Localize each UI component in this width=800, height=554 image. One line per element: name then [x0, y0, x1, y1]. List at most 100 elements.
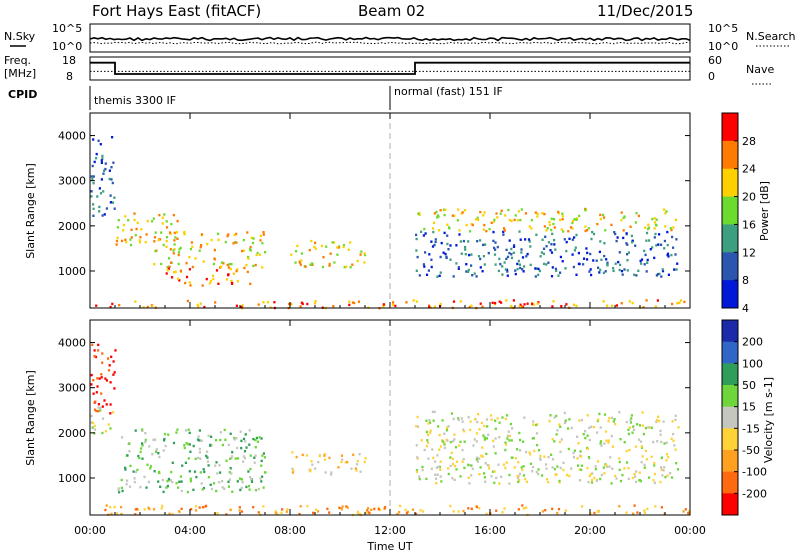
- range-gate-cell: [360, 250, 363, 253]
- range-gate-cell: [445, 429, 449, 432]
- range-gate-cell: [152, 508, 156, 511]
- cpid-mode-2: normal (fast) 151 IF: [394, 85, 503, 98]
- range-gate-cell: [206, 242, 209, 246]
- range-gate-cell: [641, 411, 644, 414]
- range-gate-cell: [165, 239, 168, 243]
- range-gate-cell: [412, 299, 415, 302]
- range-gate-cell: [449, 464, 452, 468]
- range-gate-cell: [206, 456, 209, 459]
- range-gate-cell: [483, 223, 486, 227]
- range-gate-cell: [586, 414, 589, 417]
- range-gate-cell: [494, 241, 497, 244]
- range-gate-cell: [186, 490, 189, 494]
- range-gate-cell: [603, 442, 606, 445]
- range-gate-cell: [455, 262, 458, 265]
- colorbar-tick-label: 15: [742, 401, 756, 414]
- range-gate-cell: [336, 253, 339, 256]
- range-gate-cell: [527, 238, 531, 241]
- range-gate-cell: [233, 436, 236, 440]
- range-gate-cell: [640, 446, 644, 449]
- range-gate-cell: [528, 451, 531, 454]
- range-gate-cell: [606, 261, 609, 264]
- range-gate-cell: [166, 484, 169, 488]
- range-gate-cell: [184, 281, 187, 285]
- range-gate-cell: [536, 215, 539, 218]
- range-gate-cell: [441, 440, 444, 443]
- scatter-region-6: [417, 207, 677, 233]
- range-gate-cell: [650, 455, 653, 458]
- range-gate-cell: [358, 453, 361, 456]
- range-gate-cell: [222, 262, 225, 265]
- range-gate-cell: [230, 472, 233, 475]
- range-gate-cell: [625, 242, 628, 245]
- range-gate-cell: [490, 475, 493, 478]
- range-gate-cell: [653, 236, 656, 239]
- range-gate-cell: [508, 439, 511, 442]
- range-gate-cell: [494, 419, 497, 422]
- range-gate-cell: [533, 449, 536, 453]
- range-gate-cell: [494, 248, 497, 251]
- range-gate-cell: [635, 212, 638, 215]
- colorbar-tick-label: 16: [742, 218, 756, 231]
- range-gate-cell: [345, 505, 348, 508]
- range-gate-cell: [433, 305, 436, 308]
- range-gate-cell: [176, 428, 179, 431]
- range-gate-cell: [610, 416, 614, 419]
- range-gate-cell: [639, 440, 643, 443]
- range-gate-cell: [340, 507, 343, 510]
- range-gate-cell: [645, 299, 648, 302]
- range-gate-cell: [98, 210, 101, 213]
- range-gate-cell: [666, 230, 669, 234]
- range-gate-cell: [618, 505, 621, 508]
- range-gate-cell: [618, 460, 621, 464]
- range-gate-cell: [494, 452, 497, 455]
- range-gate-cell: [201, 488, 204, 491]
- range-gate-cell: [677, 426, 680, 429]
- range-gate-cell: [428, 253, 431, 256]
- range-gate-cell: [614, 262, 617, 265]
- range-gate-cell: [299, 305, 302, 308]
- range-gate-cell: [485, 512, 488, 516]
- range-gate-cell: [573, 236, 576, 239]
- range-gate-cell: [526, 252, 529, 256]
- range-gate-cell: [538, 449, 541, 452]
- range-gate-cell: [323, 453, 326, 456]
- range-gate-cell: [490, 418, 493, 421]
- range-gate-cell: [490, 221, 493, 224]
- range-gate-cell: [644, 253, 647, 257]
- scatter-region-5: [104, 504, 691, 517]
- range-gate-cell: [245, 446, 248, 449]
- range-gate-cell: [597, 418, 600, 421]
- range-gate-cell: [215, 489, 218, 493]
- range-gate-cell: [631, 239, 634, 242]
- range-gate-cell: [626, 269, 629, 272]
- range-gate-cell: [679, 299, 683, 302]
- range-gate-cell: [197, 435, 200, 438]
- range-gate-cell: [636, 511, 639, 514]
- range-gate-cell: [431, 448, 434, 451]
- range-gate-cell: [94, 400, 97, 403]
- range-gate-cell: [246, 231, 249, 234]
- range-gate-cell: [449, 440, 452, 444]
- range-gate-cell: [357, 512, 360, 515]
- range-gate-cell: [517, 259, 520, 263]
- range-gate-cell: [632, 425, 635, 428]
- range-gate-cell: [263, 456, 267, 459]
- range-gate-cell: [91, 426, 94, 429]
- range-gate-cell: [590, 425, 593, 428]
- range-gate-cell: [513, 466, 516, 469]
- range-gate-cell: [578, 479, 581, 482]
- range-gate-cell: [660, 468, 663, 471]
- range-gate-cell: [582, 433, 585, 436]
- range-gate-cell: [671, 302, 674, 306]
- range-gate-cell: [254, 454, 257, 457]
- range-gate-cell: [109, 412, 112, 415]
- range-gate-cell: [599, 217, 602, 221]
- range-gate-cell: [524, 212, 528, 215]
- range-gate-cell: [258, 436, 261, 439]
- range-gate-cell: [404, 508, 407, 512]
- range-gate-cell: [631, 431, 634, 434]
- range-gate-cell: [608, 417, 611, 420]
- range-gate-cell: [230, 262, 233, 266]
- range-gate-cell: [531, 470, 534, 473]
